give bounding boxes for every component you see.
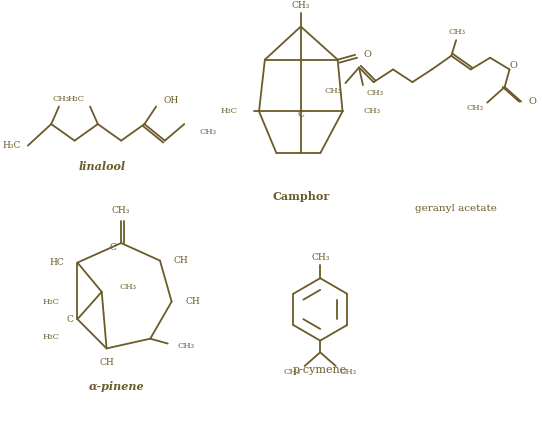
Text: CH₃: CH₃ — [284, 368, 301, 376]
Text: C: C — [109, 243, 117, 252]
Text: CH₃: CH₃ — [292, 0, 310, 10]
Text: CH₃: CH₃ — [177, 343, 195, 351]
Text: CH₃: CH₃ — [200, 128, 217, 136]
Text: O: O — [364, 50, 372, 60]
Text: H₃C: H₃C — [221, 107, 237, 115]
Text: O: O — [529, 97, 537, 106]
Text: CH₃: CH₃ — [311, 253, 330, 262]
Text: H₃C: H₃C — [3, 141, 21, 150]
Text: CH₃: CH₃ — [449, 28, 466, 36]
Text: p-cymene: p-cymene — [293, 365, 347, 375]
Text: CH₃: CH₃ — [364, 107, 381, 115]
Text: OH: OH — [164, 96, 179, 105]
Text: CH: CH — [185, 297, 200, 306]
Text: CH₃: CH₃ — [367, 89, 384, 97]
Text: CH₃: CH₃ — [466, 105, 483, 113]
Text: C: C — [67, 315, 74, 324]
Text: CH: CH — [173, 256, 188, 265]
Text: CH₃: CH₃ — [325, 87, 341, 95]
Text: C: C — [298, 110, 304, 119]
Text: CH₃: CH₃ — [112, 206, 130, 215]
Text: CH₃: CH₃ — [53, 95, 69, 103]
Text: linalool: linalool — [78, 162, 125, 173]
Text: geranyl acetate: geranyl acetate — [415, 204, 497, 214]
Text: H₃C: H₃C — [43, 298, 60, 306]
Text: CH₃: CH₃ — [119, 283, 136, 291]
Text: HC: HC — [49, 258, 64, 267]
Text: O: O — [509, 61, 518, 70]
Text: α-pinene: α-pinene — [88, 381, 144, 392]
Text: H₃C: H₃C — [43, 333, 60, 341]
Text: Camphor: Camphor — [272, 191, 330, 202]
Text: H₃C: H₃C — [67, 95, 84, 103]
Text: CH₃: CH₃ — [340, 368, 357, 376]
Text: CH: CH — [99, 357, 114, 367]
